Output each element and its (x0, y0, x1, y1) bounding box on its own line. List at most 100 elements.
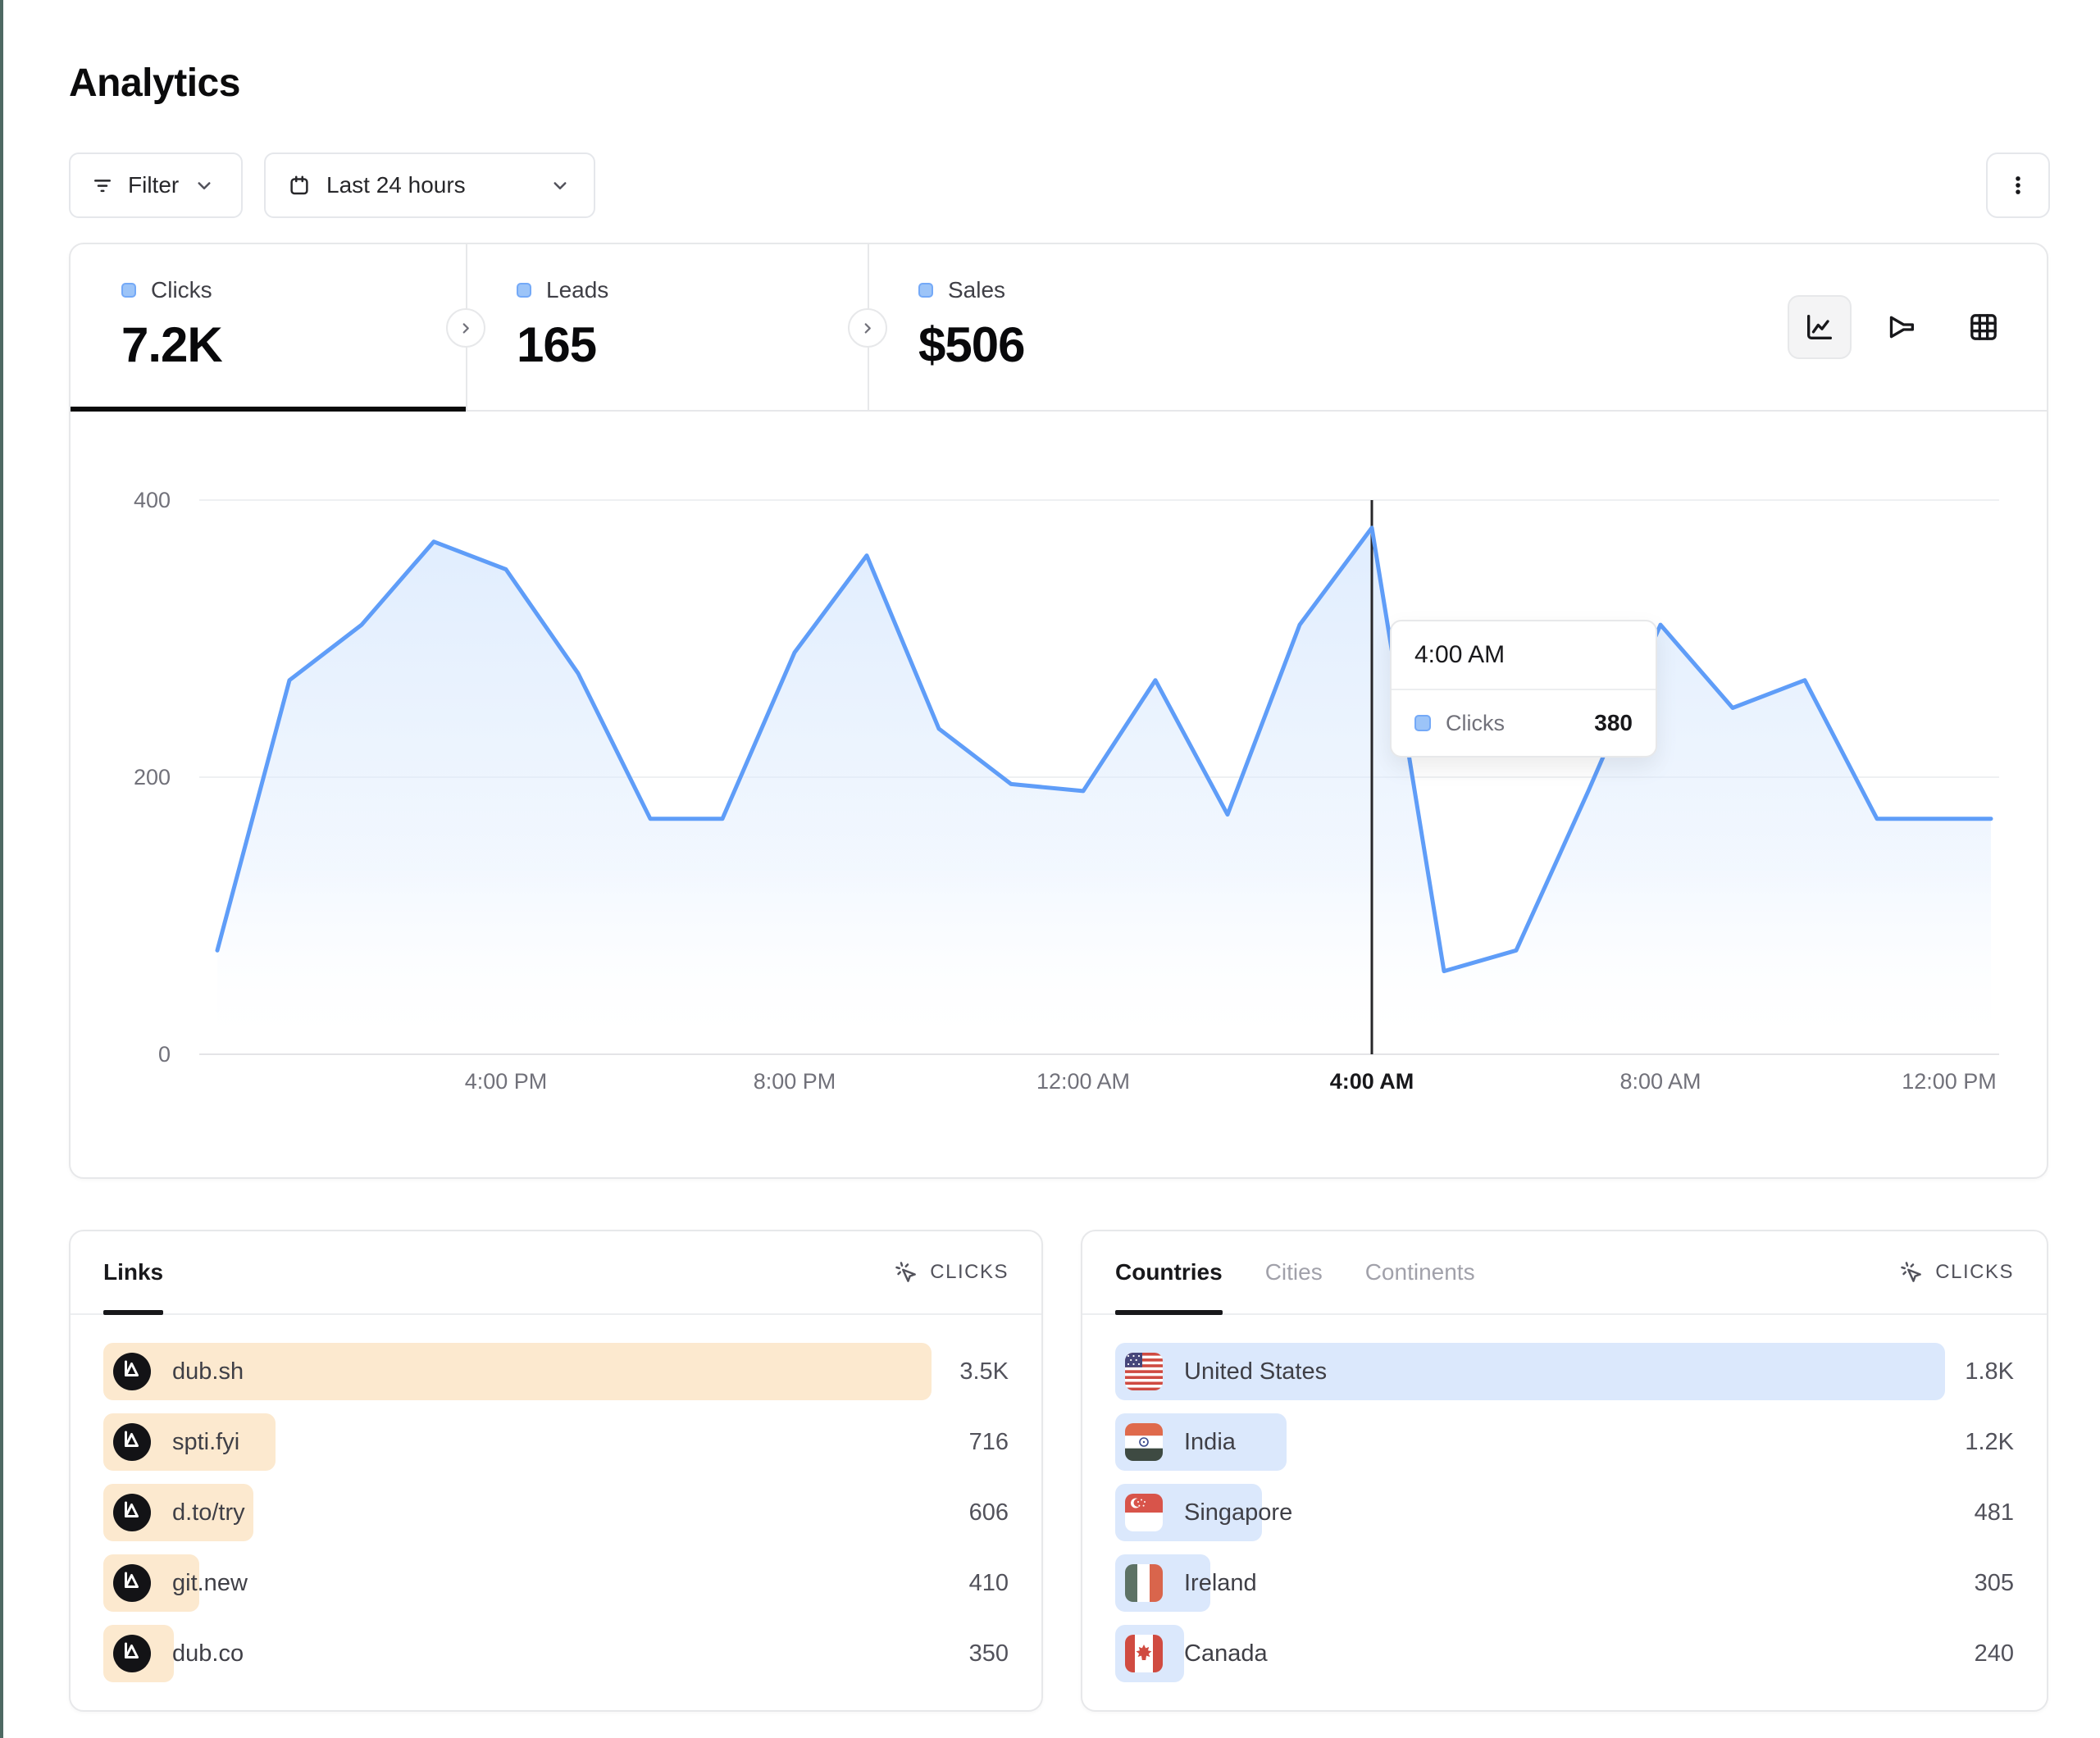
country-row-content: India (1125, 1413, 1236, 1471)
link-row-content: dub.co (113, 1625, 244, 1682)
country-flag-icon (1125, 1353, 1163, 1390)
links-sort-by-clicks-button[interactable]: CLICKS (894, 1260, 1009, 1285)
geo-sort-label: CLICKS (1935, 1261, 2014, 1283)
leads-value: 165 (517, 317, 597, 372)
country-row[interactable]: United States 1.8K (1115, 1343, 2014, 1400)
chevron-right-icon (864, 323, 871, 334)
link-row-content: git.new (113, 1554, 248, 1612)
link-row[interactable]: spti.fyi 716 (103, 1413, 1009, 1471)
country-row[interactable]: Canada 240 (1115, 1625, 2014, 1682)
geo-rows: United States 1.8K India 1.2K Singapore … (1082, 1315, 2047, 1682)
expand-clicks-button[interactable] (446, 308, 485, 348)
tab-leads[interactable]: Leads 165 (466, 244, 868, 410)
dub-logo-icon (113, 1635, 151, 1672)
leads-label-row: Leads (517, 277, 868, 303)
link-clicks-bar (103, 1343, 932, 1400)
link-clicks-value: 716 (968, 1428, 1009, 1455)
country-clicks-value: 240 (1974, 1640, 2014, 1667)
links-sort-label: CLICKS (930, 1261, 1009, 1283)
tab-countries[interactable]: Countries (1115, 1231, 1223, 1315)
country-name: Singapore (1184, 1499, 1293, 1526)
country-row[interactable]: Singapore 481 (1115, 1484, 2014, 1541)
link-row-content: d.to/try (113, 1484, 245, 1541)
clicks-label: Clicks (151, 277, 212, 303)
country-row[interactable]: India 1.2K (1115, 1413, 2014, 1471)
tooltip-value: 380 (1594, 710, 1633, 735)
chevron-down-icon (553, 182, 567, 189)
chart-type-switcher (1788, 295, 2016, 359)
link-domain: spti.fyi (172, 1428, 240, 1455)
svg-text:8:00 PM: 8:00 PM (754, 1069, 836, 1094)
active-tab-underline (71, 407, 466, 412)
table-view-button[interactable] (1952, 295, 2016, 359)
link-row[interactable]: dub.co 350 (103, 1625, 1009, 1682)
leads-label: Leads (546, 277, 609, 303)
chevron-right-icon (462, 323, 469, 334)
geo-sort-by-clicks-button[interactable]: CLICKS (1899, 1260, 2014, 1285)
clicks-legend-chip-icon (121, 283, 136, 298)
link-domain: dub.co (172, 1640, 244, 1667)
country-row-content: United States (1125, 1343, 1327, 1400)
dub-logo-icon (113, 1353, 151, 1390)
more-options-button[interactable] (1986, 152, 2050, 218)
line-chart-icon (1807, 315, 1832, 339)
dub-logo-icon (113, 1564, 151, 1602)
date-range-label: Last 24 hours (326, 172, 466, 198)
svg-text:200: 200 (134, 765, 171, 789)
tooltip-series-row: Clicks 380 (1392, 690, 1656, 756)
svg-text:8:00 AM: 8:00 AM (1619, 1069, 1701, 1094)
page-title: Analytics (69, 61, 240, 105)
country-clicks-value: 1.8K (1965, 1358, 2014, 1385)
sales-value: $506 (918, 317, 1025, 372)
country-row[interactable]: Ireland 305 (1115, 1554, 2014, 1612)
country-name: Ireland (1184, 1569, 1257, 1596)
link-row[interactable]: git.new 410 (103, 1554, 1009, 1612)
tab-continents[interactable]: Continents (1365, 1231, 1475, 1313)
expand-leads-button[interactable] (848, 308, 887, 348)
date-range-button[interactable]: Last 24 hours (264, 152, 595, 218)
funnel-chart-view-button[interactable] (1870, 295, 1934, 359)
links-panel: Links CLICKS dub.sh 3.5K spti.fyi 716 (69, 1230, 1043, 1712)
tab-clicks[interactable]: Clicks 7.2K (71, 244, 466, 412)
filter-button[interactable]: Filter (69, 152, 243, 218)
filter-icon (94, 180, 111, 193)
clicks-value: 7.2K (121, 317, 223, 372)
kebab-menu-icon (2016, 176, 2020, 194)
country-name: Canada (1184, 1640, 1268, 1667)
country-clicks-bar (1115, 1343, 1945, 1400)
country-flag-icon (1125, 1564, 1163, 1602)
tab-links[interactable]: Links (103, 1231, 164, 1315)
tooltip-legend-chip-icon (1414, 715, 1431, 731)
link-row[interactable]: dub.sh 3.5K (103, 1343, 1009, 1400)
link-clicks-value: 350 (968, 1640, 1009, 1667)
cities-tab-label: Cities (1264, 1259, 1323, 1285)
tab-cities[interactable]: Cities (1265, 1231, 1323, 1313)
countries-tab-label: Countries (1115, 1259, 1223, 1285)
link-clicks-value: 410 (968, 1569, 1009, 1596)
left-edge-accent (0, 0, 3, 1738)
link-row-content: spti.fyi (113, 1413, 239, 1471)
funnel-chart-icon (1889, 316, 1914, 339)
cursor-click-icon (1901, 1262, 1922, 1282)
dub-logo-icon (113, 1494, 151, 1531)
country-clicks-value: 1.2K (1965, 1428, 2014, 1455)
link-row[interactable]: d.to/try 606 (103, 1484, 1009, 1541)
country-name: United States (1184, 1358, 1328, 1385)
country-flag-icon (1125, 1423, 1163, 1461)
svg-text:0: 0 (158, 1042, 171, 1067)
leads-legend-chip-icon (517, 283, 531, 298)
link-domain: d.to/try (172, 1499, 245, 1526)
tooltip-series-label: Clicks (1446, 710, 1505, 735)
tab-sales[interactable]: Sales $506 (868, 244, 1294, 410)
clicks-area-chart[interactable]: 0 200 400 4:00 PM 8:00 PM 12:00 AM 4:00 AM 8:00… (71, 412, 2047, 1174)
chevron-down-icon (198, 182, 211, 189)
line-chart-view-button[interactable] (1788, 295, 1852, 359)
clicks-chart-area[interactable]: 0 200 400 4:00 PM 8:00 PM 12:00 AM 4:00 AM 8:00… (71, 412, 2047, 1176)
links-rows: dub.sh 3.5K spti.fyi 716 d.to/try 606 (71, 1315, 1041, 1682)
country-row-content: Singapore (1125, 1484, 1292, 1541)
clicks-label-row: Clicks (121, 277, 466, 303)
link-row-content: dub.sh (113, 1343, 244, 1400)
toolbar: Filter Last 24 hours (69, 152, 2050, 218)
calendar-icon (290, 175, 308, 195)
